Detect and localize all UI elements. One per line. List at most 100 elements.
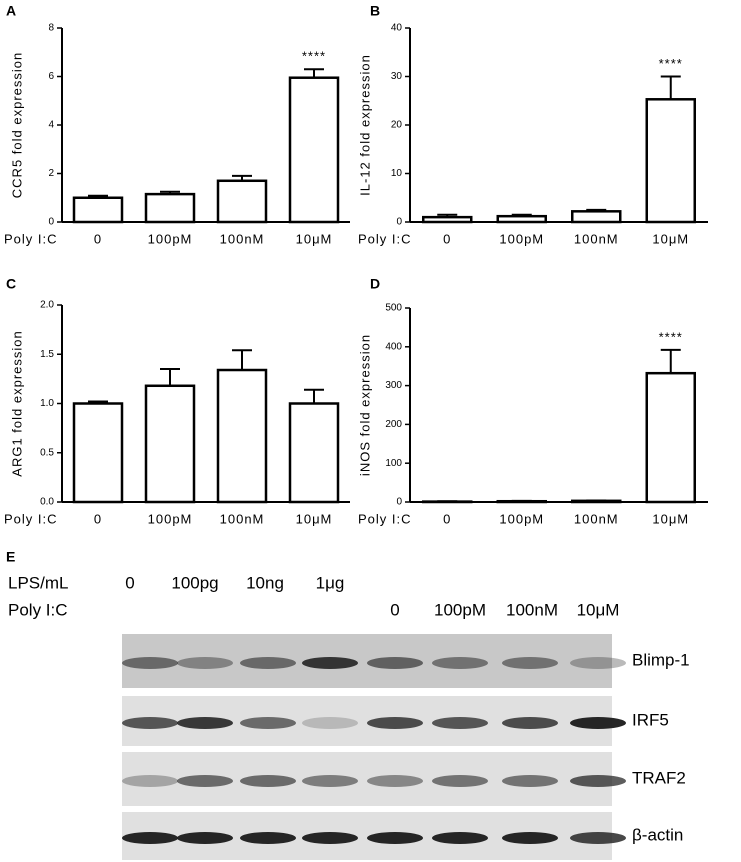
y-tick-label: 0 <box>396 497 402 508</box>
blot-band <box>570 717 626 729</box>
x-tick-label: 10μM <box>296 231 333 246</box>
y-tick-label: 0.5 <box>40 447 54 458</box>
x-tick-label: 100nM <box>574 231 619 246</box>
blot-band <box>302 717 358 729</box>
x-tick-label: 100pM <box>148 231 193 246</box>
blot-band <box>432 775 488 787</box>
bar <box>144 192 196 224</box>
x-axis-label: Poly I:C <box>4 231 58 246</box>
x-tick-label: 100pM <box>148 511 193 526</box>
lane-label: 0 <box>390 600 399 619</box>
panel-label: C <box>6 276 16 292</box>
y-tick-label: 200 <box>385 419 402 430</box>
bar <box>216 179 268 224</box>
bar <box>496 214 547 224</box>
blot-band <box>367 775 423 787</box>
blot-band <box>302 832 358 844</box>
blot-band <box>177 657 233 669</box>
x-tick-label: 0 <box>94 511 102 526</box>
panel-label: E <box>6 549 15 565</box>
row-label: TRAF2 <box>632 768 686 787</box>
blot-band <box>122 657 178 669</box>
blot-band <box>502 832 558 844</box>
blot-band <box>502 717 558 729</box>
y-tick-label: 300 <box>385 380 402 391</box>
bar <box>496 499 547 504</box>
x-tick-label: 100pM <box>499 231 544 246</box>
blot-band <box>432 832 488 844</box>
x-axis-label: Poly I:C <box>358 511 412 526</box>
y-tick-label: 2 <box>48 168 54 179</box>
blot-band <box>570 832 626 844</box>
bar <box>288 402 340 504</box>
bar <box>72 402 124 504</box>
blot-band <box>177 832 233 844</box>
bar <box>216 368 268 504</box>
polyic-label: Poly I:C <box>8 600 68 619</box>
blot-band <box>302 657 358 669</box>
bar <box>72 196 124 224</box>
blot-band <box>502 775 558 787</box>
row-label: Blimp-1 <box>632 650 690 669</box>
panel-label: A <box>6 3 16 19</box>
x-tick-label: 100nM <box>220 511 265 526</box>
blot-band <box>177 775 233 787</box>
blot-band <box>367 657 423 669</box>
y-tick-label: 0.0 <box>40 497 54 508</box>
blot-band <box>570 657 626 669</box>
x-axis-label: Poly I:C <box>4 511 58 526</box>
blot-band <box>240 832 296 844</box>
blot-band <box>502 657 558 669</box>
blot-band <box>432 657 488 669</box>
x-tick-label: 0 <box>94 231 102 246</box>
x-tick-label: 100nM <box>220 231 265 246</box>
blot-band <box>302 775 358 787</box>
y-tick-label: 20 <box>391 120 403 131</box>
y-tick-label: 4 <box>48 120 54 131</box>
lane-label: 100pg <box>171 573 218 592</box>
lane-label: 0 <box>125 573 134 592</box>
y-tick-label: 100 <box>385 458 402 469</box>
blot-band <box>240 657 296 669</box>
y-tick-label: 0 <box>396 217 402 228</box>
lane-label: 10ng <box>246 573 284 592</box>
y-tick-label: 30 <box>391 71 403 82</box>
blot-band <box>367 717 423 729</box>
panel-label: B <box>370 3 380 19</box>
bar <box>571 499 622 504</box>
x-tick-label: 0 <box>443 511 451 526</box>
y-tick-label: 1.0 <box>40 398 54 409</box>
blot-band <box>122 832 178 844</box>
significance: **** <box>659 329 683 344</box>
significance: **** <box>659 56 683 71</box>
x-tick-label: 0 <box>443 231 451 246</box>
y-tick-label: 10 <box>391 168 403 179</box>
y-axis-label: CCR5 fold expression <box>9 52 24 198</box>
lps-label: LPS/mL <box>8 573 68 592</box>
significance: **** <box>302 49 326 64</box>
lane-label: 100pM <box>434 600 486 619</box>
bar <box>422 215 473 224</box>
y-tick-label: 400 <box>385 341 402 352</box>
row-label: β-actin <box>632 825 683 844</box>
y-tick-label: 500 <box>385 303 402 314</box>
lane-label: 10μM <box>577 600 620 619</box>
blot-band <box>177 717 233 729</box>
blot-band <box>122 775 178 787</box>
row-label: IRF5 <box>632 710 669 729</box>
blot-band <box>432 717 488 729</box>
y-tick-label: 0 <box>48 217 54 228</box>
blot-band <box>122 717 178 729</box>
x-tick-label: 10μM <box>652 231 689 246</box>
y-tick-label: 1.5 <box>40 349 54 360</box>
y-axis-label: IL-12 fold expression <box>357 54 372 196</box>
x-tick-label: 100pM <box>499 511 544 526</box>
x-axis-label: Poly I:C <box>358 231 412 246</box>
y-tick-label: 2.0 <box>40 300 54 311</box>
y-axis-label: ARG1 fold expression <box>9 330 24 476</box>
bar <box>571 210 622 224</box>
bar <box>645 98 696 224</box>
bar <box>645 371 696 504</box>
y-axis-label: iNOS fold expression <box>357 334 372 476</box>
x-tick-label: 10μM <box>296 511 333 526</box>
